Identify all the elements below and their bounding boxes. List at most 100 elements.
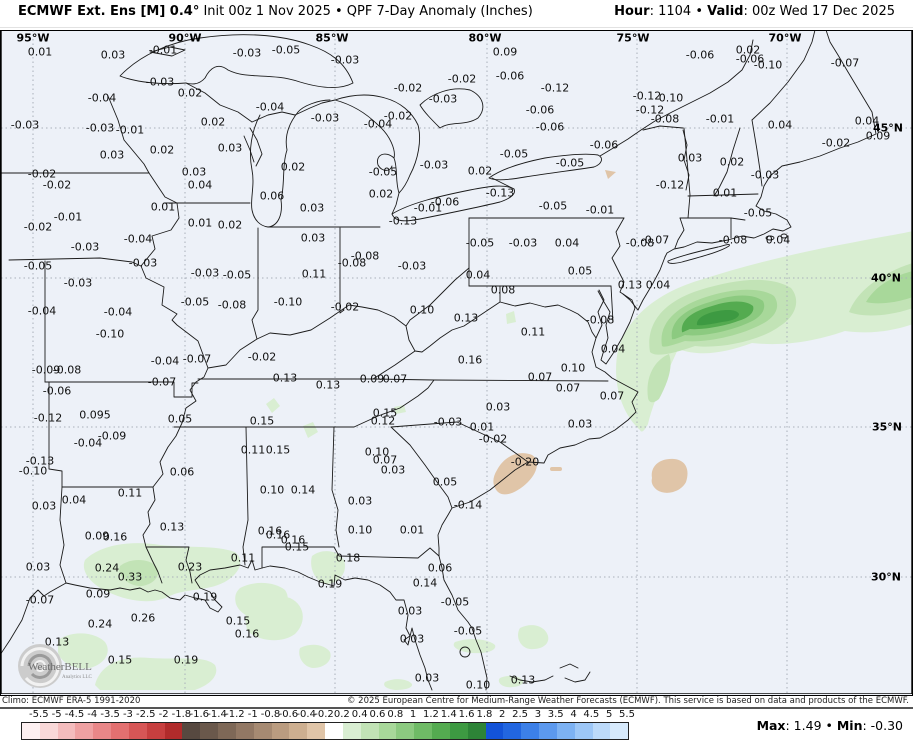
map-value-label: 0.01 — [399, 523, 425, 537]
map-value-label: -0.12 — [655, 178, 685, 192]
map-value-label: 0.16 — [102, 530, 128, 544]
map-value-label: -0.02 — [447, 72, 477, 86]
map-value-label: 0.06 — [427, 561, 453, 575]
map-value-label: 0.03 — [100, 48, 126, 62]
weatherbell-logo: WeatherBELL Analytics LLC — [18, 644, 93, 688]
map-value-label: 0.10 — [347, 523, 373, 537]
map-value-label: 0.01 — [712, 186, 738, 200]
map-value-label: 0.09 — [85, 587, 111, 601]
map-value-label: 0.10 — [658, 91, 684, 105]
map-value-label: 0.23 — [177, 560, 203, 574]
colorbar-cell — [556, 723, 575, 739]
map-value-label: 0.03 — [380, 463, 406, 477]
map-value-label: 0.02 — [368, 187, 394, 201]
colorbar-cell — [342, 723, 361, 739]
map-value-label: 0.01 — [27, 45, 53, 59]
map-value-label: 0.02 — [719, 155, 745, 169]
map-value-label: -0.02 — [383, 109, 413, 123]
colorbar-cell — [22, 723, 40, 739]
map-value-label: -0.06 — [42, 384, 72, 398]
map-value-label: 0.13 — [617, 278, 643, 292]
map-value-label: 0.05 — [167, 412, 193, 426]
colorbar-tick-label: -5 — [51, 709, 62, 720]
colorbar-tick-label: -1.6 — [189, 709, 209, 720]
map-value-label: -0.06 — [495, 69, 525, 83]
longitude-label: 95°W — [16, 31, 50, 45]
map-value-label: 0.04 — [854, 114, 880, 128]
map-value-label: 0.04 — [61, 493, 87, 507]
map-value-label: 0.03 — [414, 671, 440, 685]
colorbar-tick-label: -0.2 — [314, 709, 334, 720]
colorbar-cell — [610, 723, 629, 739]
colorbar-tick-label: -1.4 — [207, 709, 227, 720]
map-value-label: 0.02 — [217, 218, 243, 232]
colorbar-cell — [503, 723, 522, 739]
map-value-label: 0.11 — [230, 551, 256, 565]
map-value-label: -0.07 — [830, 56, 860, 70]
colorbar-cell — [307, 723, 326, 739]
map-value-label: -0.08 — [337, 256, 367, 270]
map-value-label: 0.095 — [79, 408, 111, 422]
colorbar-cell — [164, 723, 183, 739]
colorbar-cell — [521, 723, 540, 739]
map-value-label: -0.03 — [128, 256, 158, 270]
map-value-label: 0.07 — [527, 370, 553, 384]
map-value-label: 0.26 — [130, 611, 156, 625]
map-value-label: 0.14 — [290, 483, 316, 497]
colorbar-cell — [182, 723, 201, 739]
colorbar-cell — [200, 723, 219, 739]
climo-attribution: Climo: ECMWF ERA-5 1991-2020 — [2, 696, 141, 706]
map-value-label: -0.07 — [147, 375, 177, 389]
map-value-label: 0.09 — [84, 529, 110, 543]
colorbar-cell — [57, 723, 76, 739]
latitude-label: 35°N — [871, 420, 903, 434]
map-value-label: -0.04 — [363, 117, 393, 131]
map-value-label: -0.03 — [508, 236, 538, 250]
map-value-label: 0.03 — [300, 231, 326, 245]
map-value-label: 0.15 — [107, 653, 133, 667]
map-value-label: -0.02 — [27, 167, 57, 181]
map-value-label: -0.10 — [18, 464, 48, 478]
valid-value: : 00z Wed 17 Dec 2025 — [743, 4, 895, 19]
map-value-label: 0.19 — [317, 577, 343, 591]
map-value-label: -0.05 — [180, 295, 210, 309]
colorbar-tick-label: -4 — [87, 709, 98, 720]
map-value-label: -0.08 — [350, 249, 380, 263]
map-value-label: 0.15 — [284, 540, 310, 554]
map-value-label: -0.02 — [478, 432, 508, 446]
colorbar-cell — [146, 723, 165, 739]
map-value-label: -0.06 — [535, 120, 565, 134]
map-value-label: 0.04 — [765, 233, 791, 247]
map-value-label: -0.12 — [635, 103, 665, 117]
map-value-label: -0.01 — [53, 210, 83, 224]
map-value-label: -0.04 — [73, 436, 103, 450]
colorbar-tick-label: -1 — [247, 709, 258, 720]
colorbar-tick-label: 4.5 — [583, 709, 600, 720]
map-value-label: 0.09 — [865, 129, 891, 143]
map-value-label: 0.09 — [359, 372, 385, 386]
map-value-label: 0.01 — [150, 200, 176, 214]
colorbar-tick-label: 5.5 — [619, 709, 635, 720]
colorbar-cell — [467, 723, 486, 739]
map-value-label: -0.03 — [310, 111, 340, 125]
colorbar-cell — [93, 723, 112, 739]
map-value-label: -0.13 — [485, 186, 515, 200]
map-value-label: 0.13 — [272, 371, 298, 385]
map-value-label: 0.19 — [192, 590, 218, 604]
colorbar-cell — [325, 723, 343, 739]
map-value-label: -0.02 — [23, 220, 53, 234]
longitude-label: 75°W — [616, 31, 650, 45]
map-value-label: 0.15 — [265, 443, 291, 457]
colorbar-tick-label: -1.8 — [171, 709, 192, 720]
map-value-label: -0.06 — [735, 52, 765, 66]
map-value-label: 0.08 — [490, 283, 516, 297]
map-value-label: 0.02 — [280, 160, 306, 174]
colorbar-cell — [592, 723, 611, 739]
map-value-label: 0.03 — [217, 141, 243, 155]
map-value-label: 0.07 — [382, 372, 408, 386]
hour-valid-text: Hour: 1104 • Valid: 00z Wed 17 Dec 2025 — [614, 4, 895, 19]
colorbar-tick-label: -3.5 — [100, 709, 120, 720]
map-value-label: 0.03 — [399, 632, 425, 646]
map-value-label: 0.13 — [510, 673, 536, 687]
